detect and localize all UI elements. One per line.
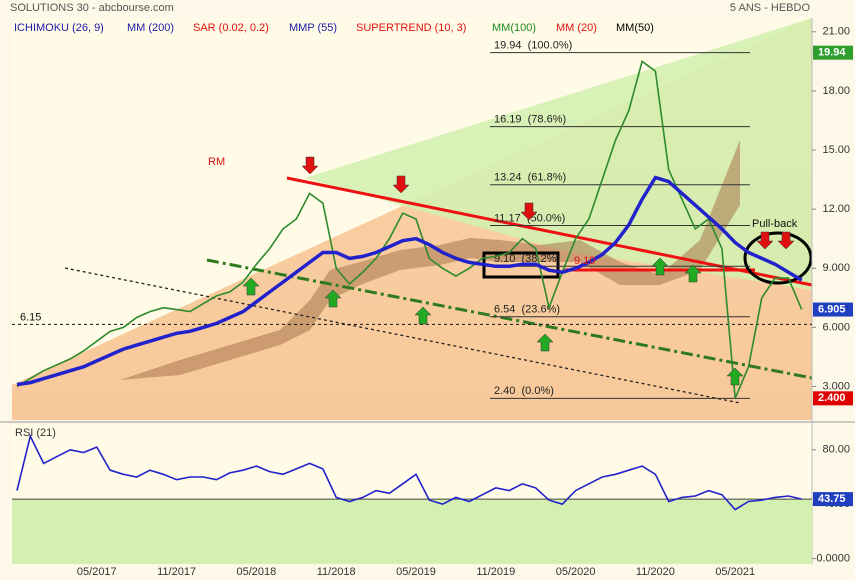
rsi-low-zone — [12, 499, 812, 564]
indicator-label: MMP (55) — [289, 22, 337, 34]
price-badge-label: 6.905 — [818, 303, 846, 315]
ichimoku-cloud — [120, 140, 740, 380]
support-line — [64, 267, 741, 404]
annotation: RM — [208, 156, 225, 168]
y-tick-label: 12.00 — [822, 203, 850, 215]
green-zone — [305, 18, 812, 290]
chart-subtitle: 5 ANS - HEBDO — [730, 2, 811, 14]
price-badge — [813, 302, 853, 317]
x-tick-label: 05/2018 — [237, 566, 277, 578]
x-tick-label: 11/2020 — [636, 566, 675, 578]
chart-title: SOLUTIONS 30 - abcbourse.com — [10, 2, 174, 14]
reference-label: 6.15 — [20, 311, 41, 323]
price-badge — [813, 45, 853, 60]
indicator-label: MM(100) — [492, 22, 536, 34]
price-badge — [813, 391, 853, 406]
sell-arrow — [392, 175, 410, 194]
sell-arrow — [520, 202, 538, 221]
sell-arrow — [777, 231, 795, 250]
x-tick-label: 11/2017 — [157, 566, 196, 578]
fib-label: 19.94 (100.0%) — [494, 40, 572, 52]
resistance-line — [286, 176, 813, 287]
y-tick-label: 15.00 — [822, 144, 850, 156]
y-tick-label: 21.00 — [822, 26, 850, 38]
y-tick-label: 9.000 — [822, 262, 850, 274]
x-tick-label: 11/2018 — [317, 566, 356, 578]
fib-label: 16.19 (78.6%) — [494, 113, 566, 125]
sell-arrow — [756, 231, 774, 250]
price-badge-label: 2.400 — [818, 392, 846, 404]
price-badge-label: 19.94 — [818, 47, 846, 59]
rsi-line — [16, 433, 802, 511]
annotation: Pull-back — [752, 218, 798, 230]
indicator-label: MM(50) — [616, 22, 654, 34]
fib-label: 13.24 (61.8%) — [494, 172, 566, 184]
y-tick-label: 80.00 — [822, 444, 850, 456]
channel-line — [206, 258, 813, 380]
y-tick-label: 18.00 — [822, 85, 850, 97]
indicator-label: MM (20) — [556, 22, 597, 34]
x-tick-label: 05/2019 — [396, 566, 436, 578]
buy-arrow — [651, 257, 669, 276]
price-line — [16, 60, 803, 399]
indicator-label: MM (200) — [127, 22, 174, 34]
rsi-title: RSI (21) — [15, 427, 56, 439]
buy-arrow — [726, 367, 744, 386]
sell-arrow — [301, 156, 319, 175]
rsi-badge — [813, 492, 853, 507]
fib-label: 6.54 (23.6%) — [494, 304, 560, 316]
fib-label: 2.40 (0.0%) — [494, 385, 554, 397]
buy-arrow — [536, 333, 554, 352]
buy-arrow — [324, 289, 342, 308]
indicator-label: SAR (0.02, 0.2) — [193, 22, 269, 34]
moving-average — [16, 175, 803, 387]
rsi-badge-label: 43.75 — [818, 493, 846, 505]
y-tick-label: 0.0000 — [816, 552, 850, 564]
x-tick-label: 05/2021 — [715, 566, 755, 578]
annotation: 9.10 — [574, 255, 595, 267]
buy-arrow — [242, 277, 260, 296]
y-tick-label: 3.000 — [822, 380, 850, 392]
highlight-ellipse — [743, 231, 813, 285]
x-tick-label: 11/2019 — [476, 566, 515, 578]
indicator-label: SUPERTREND (10, 3) — [356, 22, 466, 34]
y-tick-label: 6.000 — [822, 321, 850, 333]
fib-label: 9.10 (38.2%) — [494, 253, 560, 265]
x-tick-label: 05/2020 — [556, 566, 596, 578]
x-tick-label: 05/2017 — [77, 566, 117, 578]
buy-arrow — [684, 264, 702, 283]
buy-arrow — [414, 306, 432, 325]
indicator-label: ICHIMOKU (26, 9) — [14, 22, 104, 34]
